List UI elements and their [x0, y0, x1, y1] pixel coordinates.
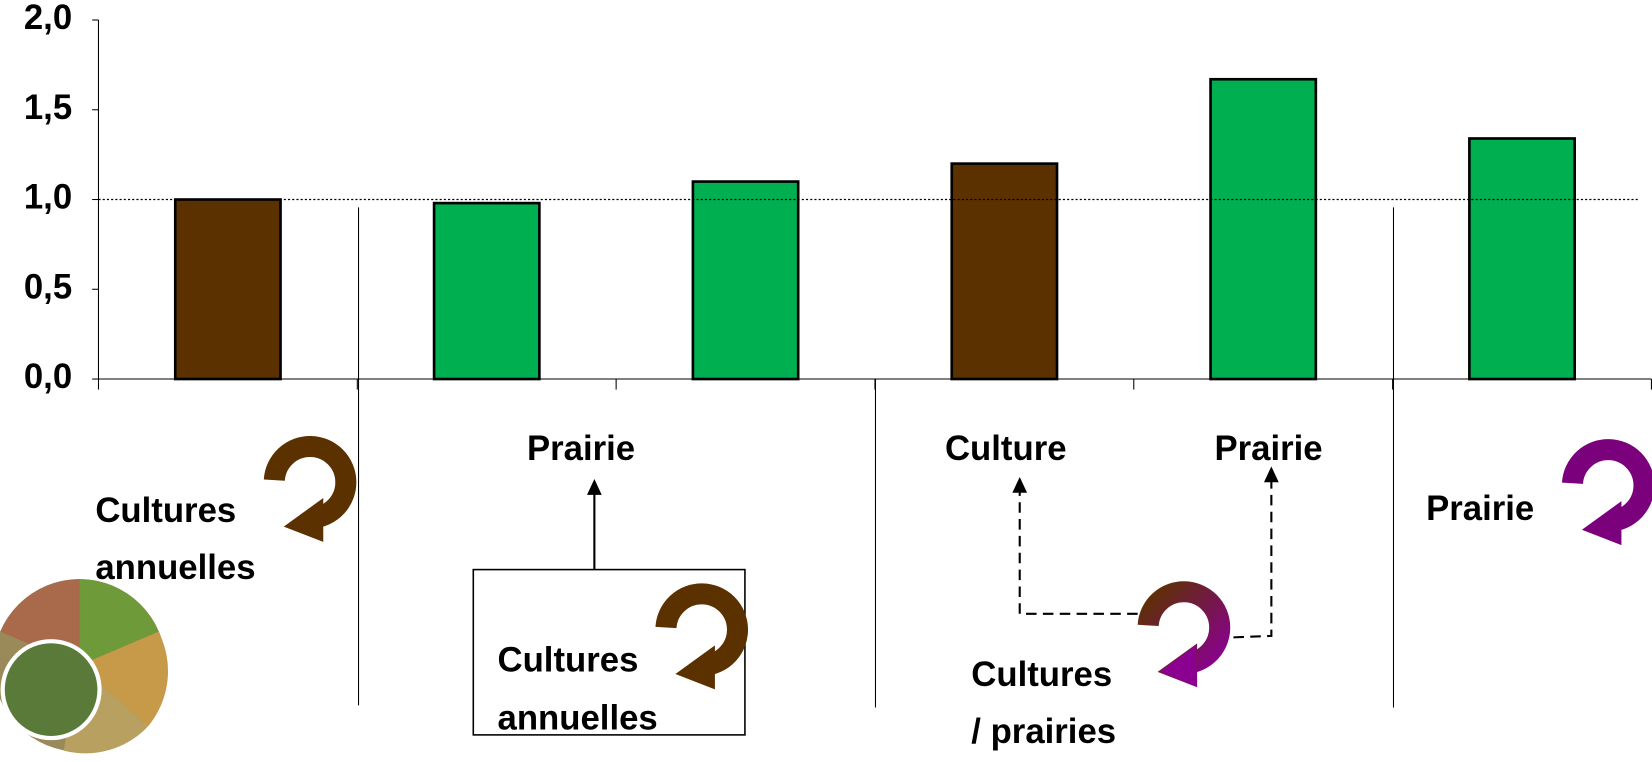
y-tick-label: 0,0 — [24, 358, 72, 396]
cycle-icon — [1572, 450, 1644, 545]
cycle-icon — [666, 594, 738, 689]
chart: 0,0 0,5 1,0 1,5 2,0 Cultures annuelles Prairie C… — [0, 0, 1652, 757]
annotation: Cultures — [498, 641, 639, 679]
annotation: Cultures — [95, 492, 236, 530]
logo — [0, 579, 168, 753]
cycle-icon — [1148, 592, 1220, 687]
cycle-icon — [274, 446, 346, 541]
annotation: / prairies — [971, 713, 1116, 751]
annotation: Cultures — [971, 656, 1112, 694]
bar — [952, 164, 1057, 379]
y-tick-label: 2,0 — [24, 0, 72, 37]
y-tick-label: 1,0 — [24, 179, 72, 217]
y-tick-label: 1,5 — [24, 89, 72, 127]
annotation: Culture — [945, 430, 1067, 468]
annotation: Prairie — [1215, 430, 1323, 468]
arrow-heads — [587, 466, 1279, 494]
annotation: annuelles — [498, 699, 658, 737]
bar — [434, 203, 539, 379]
bar — [1469, 138, 1574, 379]
annotation: Prairie — [1426, 490, 1534, 528]
annotation: Prairie — [527, 430, 635, 468]
arrows — [594, 480, 1271, 638]
bar — [693, 182, 798, 379]
bar — [1211, 79, 1316, 379]
bar — [175, 200, 280, 380]
y-tick-label: 0,5 — [24, 268, 72, 306]
annotation: annuelles — [95, 549, 255, 587]
